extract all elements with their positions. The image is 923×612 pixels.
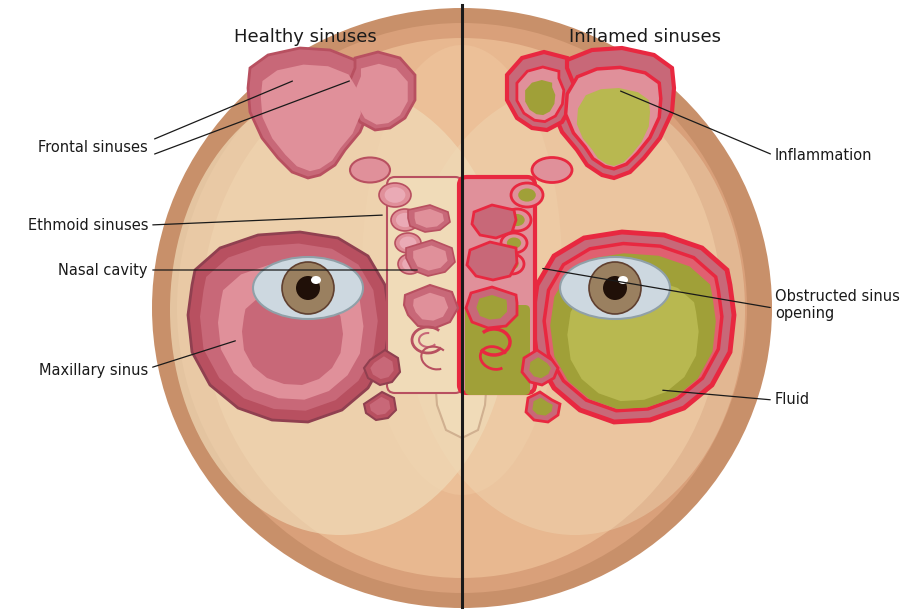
Polygon shape (545, 244, 722, 411)
Polygon shape (261, 65, 361, 171)
Polygon shape (355, 64, 408, 125)
Polygon shape (526, 392, 560, 422)
Ellipse shape (282, 262, 334, 314)
Polygon shape (370, 356, 394, 379)
FancyBboxPatch shape (459, 177, 535, 393)
FancyBboxPatch shape (387, 177, 463, 393)
Polygon shape (364, 350, 400, 385)
Text: Inflammation: Inflammation (775, 147, 872, 163)
Ellipse shape (395, 233, 421, 253)
Polygon shape (577, 88, 650, 166)
Ellipse shape (405, 85, 745, 535)
Polygon shape (242, 290, 343, 385)
Text: Nasal cavity: Nasal cavity (58, 263, 148, 277)
Ellipse shape (379, 183, 411, 207)
Polygon shape (568, 278, 699, 401)
Polygon shape (218, 263, 364, 400)
Polygon shape (364, 392, 396, 420)
Ellipse shape (152, 8, 772, 608)
Polygon shape (476, 295, 507, 319)
Polygon shape (550, 253, 716, 409)
Polygon shape (414, 245, 448, 271)
Ellipse shape (391, 209, 419, 231)
Ellipse shape (398, 254, 422, 274)
Polygon shape (522, 350, 558, 385)
Polygon shape (466, 287, 517, 328)
Polygon shape (529, 357, 551, 378)
Polygon shape (414, 293, 449, 321)
Polygon shape (200, 244, 378, 411)
Ellipse shape (589, 262, 641, 314)
Ellipse shape (311, 276, 321, 284)
Polygon shape (577, 88, 650, 166)
Text: Healthy sinuses: Healthy sinuses (234, 28, 377, 46)
Polygon shape (369, 397, 390, 415)
Ellipse shape (509, 214, 524, 226)
Ellipse shape (170, 85, 510, 535)
Polygon shape (566, 67, 661, 169)
Ellipse shape (560, 257, 670, 319)
Polygon shape (248, 48, 370, 178)
Polygon shape (552, 48, 674, 178)
Ellipse shape (202, 38, 722, 578)
Polygon shape (404, 285, 458, 328)
Polygon shape (533, 398, 553, 416)
Text: Obstructed sinus
opening: Obstructed sinus opening (775, 289, 900, 321)
Polygon shape (467, 242, 517, 280)
Ellipse shape (501, 233, 527, 253)
Polygon shape (408, 205, 450, 232)
Polygon shape (348, 52, 415, 130)
Polygon shape (525, 80, 556, 115)
Text: Ethmoid sinuses: Ethmoid sinuses (28, 217, 148, 233)
Polygon shape (188, 232, 390, 422)
Polygon shape (568, 278, 699, 401)
Ellipse shape (511, 183, 543, 207)
Polygon shape (406, 240, 455, 276)
Ellipse shape (385, 187, 405, 203)
Text: Maxillary sinus: Maxillary sinus (39, 362, 148, 378)
Ellipse shape (396, 213, 414, 227)
Ellipse shape (518, 188, 535, 201)
Ellipse shape (503, 209, 531, 231)
Ellipse shape (500, 254, 524, 274)
Ellipse shape (506, 258, 519, 269)
Ellipse shape (350, 157, 390, 182)
Polygon shape (414, 209, 444, 228)
Text: Frontal sinuses: Frontal sinuses (38, 141, 148, 155)
Ellipse shape (603, 276, 627, 300)
Text: Inflamed sinuses: Inflamed sinuses (569, 28, 721, 46)
Polygon shape (432, 178, 490, 438)
Ellipse shape (253, 257, 363, 319)
Ellipse shape (532, 157, 572, 182)
Ellipse shape (402, 258, 418, 271)
Polygon shape (550, 253, 716, 409)
Polygon shape (532, 232, 734, 422)
Polygon shape (472, 205, 516, 238)
Text: Fluid: Fluid (775, 392, 810, 408)
FancyBboxPatch shape (465, 305, 530, 395)
Ellipse shape (507, 237, 521, 248)
Ellipse shape (296, 276, 320, 300)
Ellipse shape (362, 45, 562, 495)
Ellipse shape (618, 276, 628, 284)
Polygon shape (507, 52, 574, 130)
Ellipse shape (400, 236, 416, 250)
Polygon shape (517, 67, 564, 122)
Ellipse shape (177, 23, 747, 593)
